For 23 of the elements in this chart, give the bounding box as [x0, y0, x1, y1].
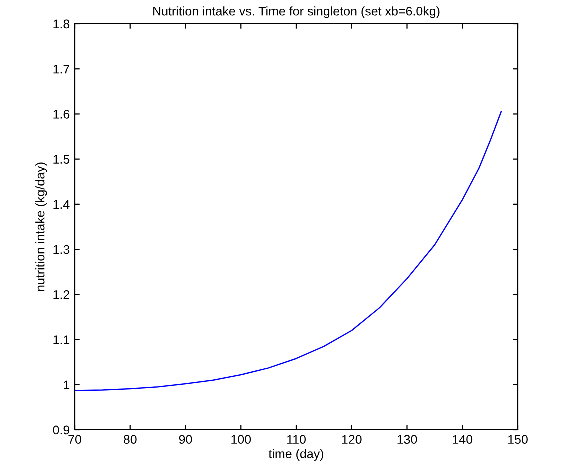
x-tick-label: 100: [232, 435, 252, 444]
y-tick-label: 1.4: [54, 200, 70, 209]
x-tick-label: 140: [453, 435, 473, 444]
x-tick-label: 110: [287, 435, 306, 444]
y-tick-label: 1.7: [54, 65, 70, 74]
chart-title: Nutrition intake vs. Time for singleton (set xb=6.0kg): [154, 6, 440, 18]
y-tick-label: 1.3: [54, 245, 70, 254]
y-tick-label: 1.2: [54, 290, 70, 300]
x-tick-label: 130: [398, 435, 418, 444]
x-tick-label: 120: [342, 435, 362, 444]
y-tick-label: 0.9: [53, 426, 70, 435]
x-tick-label: 90: [179, 435, 192, 444]
x-tick-label: 150: [508, 435, 528, 444]
x-tick-label: 80: [124, 435, 137, 444]
y-tick-label: 1.5: [54, 155, 70, 164]
x-axis-title: time (day): [268, 449, 324, 461]
y-tick-label: 1.8: [54, 20, 70, 29]
line-series: [75, 111, 502, 392]
y-tick-label: 1.6: [54, 110, 70, 119]
y-tick-label: 1.1: [54, 336, 70, 344]
y-axis-title: nutrition intake (kg/day): [36, 162, 48, 292]
x-tick-label: 70: [68, 435, 82, 444]
y-tick-label: 1: [64, 380, 70, 390]
